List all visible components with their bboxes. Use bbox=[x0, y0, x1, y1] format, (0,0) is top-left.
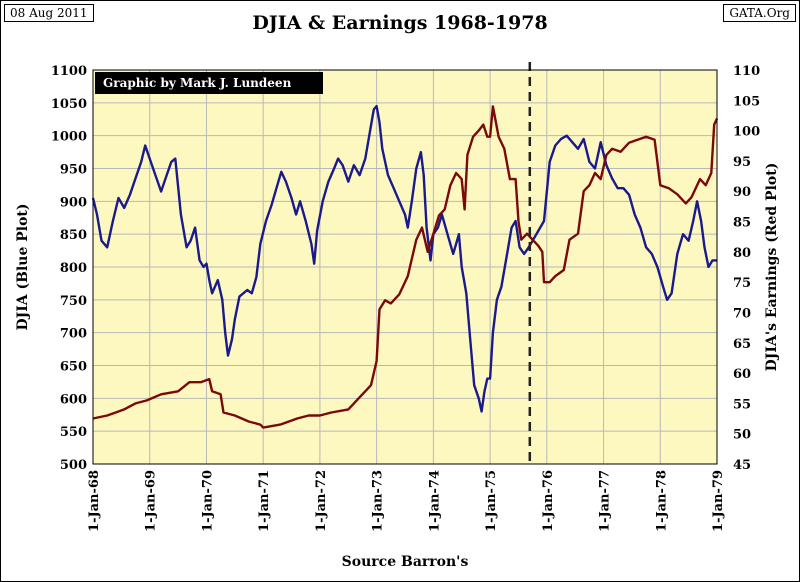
y-tick-label-right: 55 bbox=[733, 397, 751, 412]
y-tick-label-right: 80 bbox=[733, 246, 751, 261]
y-tick-label-right: 85 bbox=[733, 216, 751, 231]
right-axis-ticks: 45 50 55 60 65 70 75 80 85 90 95 100 105 110 bbox=[733, 64, 760, 473]
y-tick-label-left: 550 bbox=[60, 425, 87, 440]
y-tick-label-left: 800 bbox=[60, 261, 87, 276]
series-line-djia bbox=[91, 104, 717, 413]
y-tick-label-right: 60 bbox=[733, 367, 751, 382]
x-tick-label: 1-Jan-77 bbox=[598, 470, 613, 532]
y-tick-label-right: 45 bbox=[733, 458, 751, 473]
y-tick-label-right: 70 bbox=[733, 306, 751, 321]
y-tick-label-left: 1050 bbox=[51, 97, 87, 112]
y-tick-label-right: 50 bbox=[733, 428, 751, 443]
plot-border bbox=[92, 69, 718, 465]
y-tick-label-right: 95 bbox=[733, 155, 751, 170]
y-tick-label-right: 65 bbox=[733, 337, 751, 352]
date-label: 08 Aug 2011 bbox=[4, 4, 94, 22]
credit-box bbox=[95, 72, 323, 94]
y-tick-label-left: 900 bbox=[60, 195, 87, 210]
y-tick-label-left: 750 bbox=[60, 294, 87, 309]
y-tick-label-right: 100 bbox=[733, 125, 760, 140]
x-axis-label: Source Barron's bbox=[342, 554, 469, 570]
y-tick-label-left: 650 bbox=[60, 360, 87, 375]
y-axis-label-right: DJIA's Earnings (Red Plot) bbox=[764, 163, 780, 372]
credit-text: Graphic by Mark J. Lundeen bbox=[103, 76, 292, 90]
y-tick-label-left: 1100 bbox=[51, 64, 87, 79]
x-tick-label: 1-Jan-70 bbox=[200, 470, 215, 532]
y-tick-label-left: 500 bbox=[60, 458, 87, 473]
y-tick-label-left: 950 bbox=[60, 163, 87, 178]
x-tick-label: 1-Jan-68 bbox=[87, 470, 102, 532]
y-axis-label-left: DJIA (Blue Plot) bbox=[15, 203, 31, 330]
left-axis-ticks: 500 550 600 650 700 750 800 850 900 950 1000 1050 11… bbox=[51, 64, 87, 473]
x-tick-label: 1-Jan-71 bbox=[257, 470, 272, 532]
chart-title: DJIA & Earnings 1968-1978 bbox=[252, 12, 548, 34]
x-tick-label: 1-Jan-72 bbox=[314, 470, 329, 532]
x-tick-label: 1-Jan-69 bbox=[144, 470, 159, 532]
x-tick-label: 1-Jan-76 bbox=[541, 470, 556, 532]
y-tick-label-right: 105 bbox=[733, 94, 760, 109]
y-tick-label-left: 1000 bbox=[51, 130, 87, 145]
y-tick-label-right: 110 bbox=[733, 64, 760, 79]
series-line-earnings bbox=[92, 105, 719, 429]
x-tick-label: 1-Jan-79 bbox=[711, 470, 726, 532]
x-tick-label: 1-Jan-74 bbox=[427, 470, 442, 532]
x-tick-label: 1-Jan-78 bbox=[654, 470, 669, 532]
y-tick-label-left: 700 bbox=[60, 327, 87, 342]
source-label: GATA.Org bbox=[723, 4, 796, 22]
y-tick-label-right: 75 bbox=[733, 276, 751, 291]
y-tick-label-left: 850 bbox=[60, 228, 87, 243]
x-tick-label: 1-Jan-75 bbox=[484, 470, 499, 532]
y-tick-label-left: 600 bbox=[60, 392, 87, 407]
x-tick-label: 1-Jan-73 bbox=[371, 470, 386, 532]
x-axis-ticks: 1-Jan-68 1-Jan-69 1-Jan-70 1-Jan-71 1-Jan-72… bbox=[87, 470, 726, 532]
y-tick-label-right: 90 bbox=[733, 185, 751, 200]
